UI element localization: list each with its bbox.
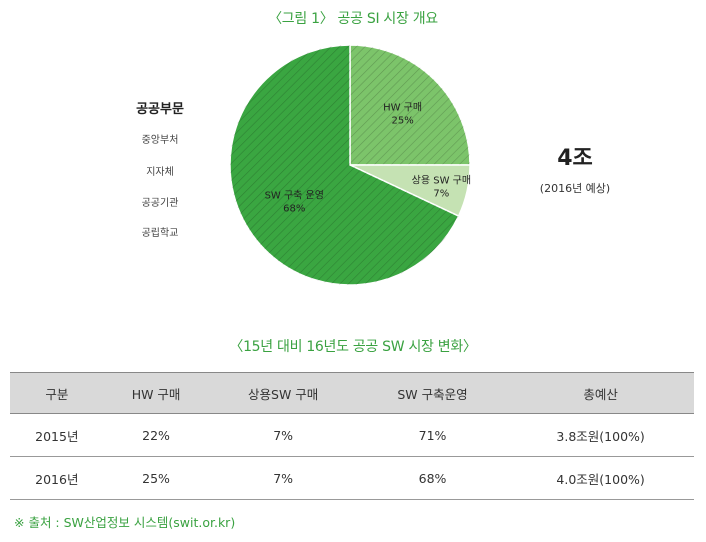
table-cell: 2015년 [10,413,104,457]
pie-slice-hatch-2 [230,45,459,285]
pie-slice-value: 68% [283,203,305,214]
market-change-table: 구분 HW 구매 상용SW 구매 SW 구축운영 총예산 2015년 22% 7… [10,372,694,500]
table-title: 〈15년 대비 16년도 공공 SW 시장 변화〉 [229,339,477,355]
header-category: 구분 [10,372,104,414]
pie-slice-value: 25% [391,115,413,126]
pie-slice-name: HW 구매 [383,101,422,113]
pie-chart: HW 구매 25% 상용 SW 구매 7% SW 구축 운영 68% [229,44,471,286]
pie-slice-name: 상용 SW 구매 [412,174,471,186]
header-total-budget: 총예산 [507,372,694,414]
sector-item-central-ministries: 중앙부처 [141,135,179,146]
table-header-row: 구분 HW 구매 상용SW 구매 SW 구축운영 총예산 [10,372,694,414]
pie-slice-hatch-0 [350,45,470,165]
figure-title: 〈그림 1〉 공공 SI 시장 개요 [268,11,438,27]
table-cell: 71% [357,413,508,457]
header-commercial-sw-purchase: 상용SW 구매 [208,372,358,414]
table-cell: 22% [103,413,209,457]
table-cell: 7% [208,413,358,457]
table-row: 2016년 25% 7% 68% 4.0조원(100%) [10,456,694,500]
sector-title: 공공부문 [136,102,184,117]
table-cell: 2016년 [10,456,104,500]
sector-item-public-schools: 공립학교 [141,228,179,239]
pie-label-0: HW 구매 25% [383,101,422,126]
table-cell: 7% [208,456,358,500]
header-hw-purchase: HW 구매 [103,372,209,414]
pie-slice-value: 7% [433,188,449,199]
table-cell: 68% [357,456,508,500]
pie-label-1: 상용 SW 구매 7% [412,174,471,199]
table-row: 2015년 22% 7% 71% 3.8조원(100%) [10,413,694,457]
total-market-value: 4조 [557,146,593,171]
source-note: ※ 출처 : SW산업정보 시스템(swit.or.kr) [14,515,236,530]
table-cell: 3.8조원(100%) [507,413,694,457]
sector-item-public-institutions: 공공기관 [141,198,179,209]
sector-item-local-governments: 지자체 [146,167,174,178]
table-cell: 4.0조원(100%) [507,456,694,500]
header-sw-build-operation: SW 구축운영 [357,372,508,414]
pie-label-2: SW 구축 운영 68% [265,189,324,214]
table-cell: 25% [103,456,209,500]
total-market-note: (2016년 예상) [539,182,611,195]
pie-slice-name: SW 구축 운영 [265,189,324,201]
